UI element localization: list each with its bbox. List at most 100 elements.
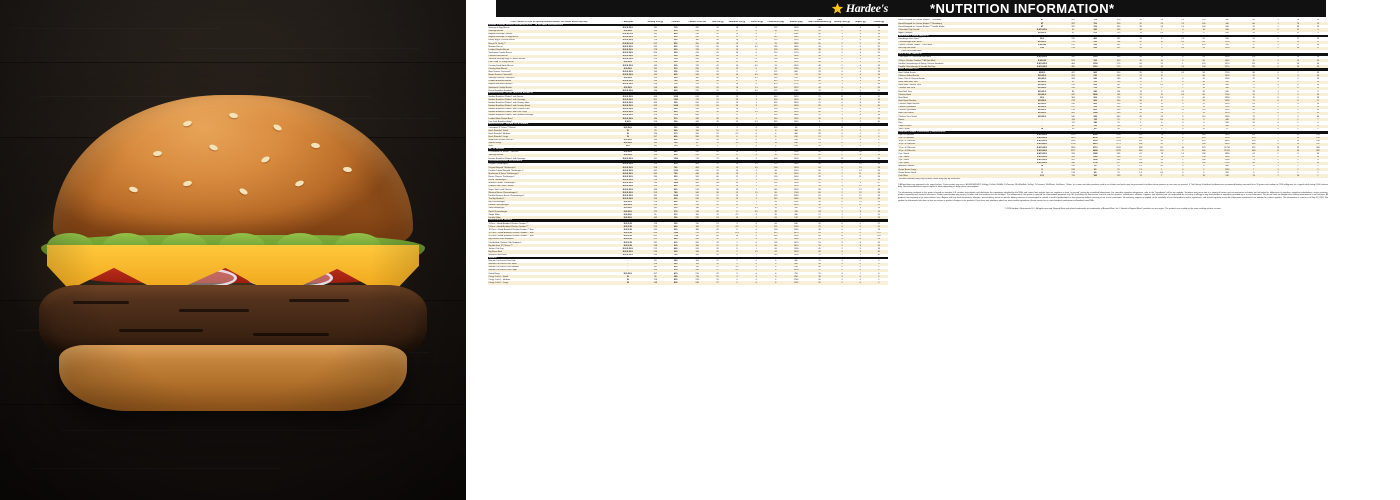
cell-fiber: 2 bbox=[832, 244, 852, 248]
cell-allergens: E,M,S,W bbox=[610, 231, 646, 235]
table-row: Natural-Cut French Fries Small -124 360 150… bbox=[488, 262, 888, 266]
cell-cal_fat: 390 bbox=[695, 254, 699, 257]
cell-total_fat: 23 bbox=[1130, 74, 1151, 78]
cell-calories: 480 bbox=[1093, 37, 1097, 40]
cell-sugars: 9 bbox=[1288, 99, 1308, 103]
cell-cal_fat: 3276 bbox=[1106, 149, 1131, 153]
cell-protein: 28 bbox=[1316, 96, 1320, 99]
cell-sugars: 2 bbox=[1297, 165, 1299, 168]
cell-sugars: 4 bbox=[1297, 77, 1299, 80]
table-row: Western Bacon Cheeseburger® E,M,S,W,G 253 7… bbox=[488, 191, 888, 195]
cell-sat_fat: 14 bbox=[1160, 115, 1163, 118]
cell-sodium: 2900 bbox=[793, 101, 799, 104]
cell-carbs: 41 bbox=[818, 139, 821, 142]
cell-cal_fat: 100 bbox=[695, 213, 699, 216]
cell-serving: 113 bbox=[1062, 174, 1085, 178]
cell-calories: 400 bbox=[674, 139, 678, 142]
cell-sodium: 1930 bbox=[785, 42, 807, 46]
cell-fiber: 5 bbox=[1268, 124, 1288, 128]
cell-serving: 474 bbox=[653, 114, 658, 117]
cell-carbs: 39 bbox=[818, 132, 821, 135]
cell-name: Western Bacon Cheeseburger® bbox=[488, 191, 611, 195]
cell-cal_fat: 20 bbox=[696, 145, 699, 148]
cell-cal_fat: 310 bbox=[1116, 109, 1121, 112]
section-header: BREAKFAST SWEETS & SIDES bbox=[488, 123, 888, 127]
cell-cal_fat: 240 bbox=[685, 73, 709, 77]
table-row: 2 pc. Snack E,M,S,W,G 334 1080 549 61 19 1.5 190… bbox=[898, 152, 1328, 155]
cell-carbs: 45 bbox=[818, 182, 821, 185]
cell-chol: 120 bbox=[1202, 109, 1206, 112]
cell-sat_fat: 13 bbox=[726, 54, 748, 58]
cell-total_fat: 41 bbox=[708, 48, 727, 52]
table-row: 2-piece Chicken Tender™ Kid's Meal *** E,… bbox=[898, 44, 1328, 47]
brand-name: Hardee's bbox=[845, 1, 889, 15]
cell-allergens: E,M,S,W,G bbox=[622, 58, 633, 61]
cell-chol: 240 bbox=[765, 117, 786, 121]
cell-chol: 20 bbox=[765, 42, 786, 46]
cell-allergens: M,S,W,G bbox=[1022, 74, 1063, 78]
cell-sat_fat: 19 bbox=[1160, 109, 1163, 112]
cell-serving: 133 bbox=[1071, 171, 1075, 174]
table-right: Hand-Scooped Ice Cream Shakes™ Chocolate… bbox=[898, 19, 1328, 181]
cell-cal_fat: 110 bbox=[695, 222, 699, 225]
cell-chol: 105 bbox=[1202, 19, 1206, 22]
cell-cal_fat: 703 bbox=[1116, 159, 1121, 162]
cell-fiber: 2 bbox=[841, 182, 843, 185]
cell-name: Cheeseburger Kid's Meal *** bbox=[898, 40, 1023, 44]
table-row: Grits M,S 142 110 20 2 1 0 5 410 20 1 0 2 bbox=[488, 145, 888, 148]
table-row: Chips & Salsa -95 310 150 17 3.5 0 0 560 37 5 2 4 bbox=[898, 124, 1328, 128]
cell-cal_fat: 2763 bbox=[1116, 140, 1121, 143]
cell-sugars: 19 bbox=[851, 191, 870, 195]
table-row: 3 pc. Snack E,M,S,W,G 447 1400 703 81 24 2 266 21… bbox=[898, 159, 1328, 162]
cell-sugars: 6 bbox=[859, 108, 861, 111]
cell-sodium: 1850 bbox=[793, 58, 799, 61]
cell-fiber: 2 bbox=[832, 60, 852, 65]
cell-cal_fat: 210 bbox=[695, 70, 699, 73]
cell-carbs: 38 bbox=[806, 275, 833, 279]
cell-serving: 440 bbox=[653, 101, 658, 104]
cell-chol: 65 bbox=[765, 250, 786, 254]
cell-cal_fat: 190 bbox=[685, 244, 709, 248]
cell-calories: 800 bbox=[1093, 71, 1097, 74]
cell-chol: 330 bbox=[1192, 161, 1215, 165]
cell-sodium: 2930 bbox=[1224, 56, 1230, 59]
cell-trans_fat: 0 bbox=[747, 48, 766, 52]
cell-fiber: 3 bbox=[832, 35, 852, 39]
cell-carbs: 1 bbox=[1253, 128, 1255, 131]
cell-protein: 18 bbox=[877, 33, 880, 36]
cell-fiber: 4 bbox=[832, 275, 852, 279]
cell-trans_fat: 1 bbox=[755, 169, 757, 172]
cell-carbs: 42 bbox=[818, 51, 821, 54]
cell-cal_fat: 310 bbox=[685, 35, 709, 39]
cell-serving: 107 bbox=[653, 272, 658, 275]
cell-chol: 90 bbox=[1192, 93, 1215, 97]
table-row: 3 Piece Chicken Tenders™ All Star Meal E,… bbox=[898, 59, 1328, 63]
cell-fiber: 5 bbox=[1277, 62, 1279, 65]
cell-carbs: 404 bbox=[1239, 143, 1269, 147]
cell-trans_fat: 0 bbox=[1172, 105, 1193, 109]
cell-chol: 0 bbox=[775, 272, 777, 275]
cell-sugars: 7 bbox=[859, 272, 861, 275]
cell-sat_fat: 27 bbox=[735, 114, 739, 117]
cell-protein: 2 bbox=[1317, 165, 1319, 168]
cell-name: Green Beans Large bbox=[898, 168, 1023, 172]
cell-total_fat: 63 bbox=[716, 45, 719, 48]
cell-sat_fat: 10 bbox=[1150, 40, 1173, 44]
cell-total_fat: 32 bbox=[708, 67, 727, 71]
cell-calories: 360 bbox=[665, 262, 686, 266]
table-row: Onion Rings M,S,W,G 107 470 210 25 5 0 0 750 55 3 7 6 bbox=[488, 272, 888, 275]
cell-trans_fat: 1 bbox=[755, 247, 757, 250]
cell-serving bbox=[1062, 178, 1084, 181]
cell-total_fat: 25 bbox=[716, 278, 719, 281]
cell-name: Mashed Potatoes bbox=[898, 165, 915, 168]
cell-sodium: 480 bbox=[1225, 165, 1229, 168]
cell-name: Hardee Breakfast Platter® with Country S… bbox=[488, 104, 611, 108]
cell-allergens: - bbox=[1022, 118, 1063, 122]
cell-chol: 30 bbox=[1202, 90, 1205, 93]
cell-allergens: M,S,W,G bbox=[623, 272, 632, 275]
cell-calories: 510 bbox=[665, 117, 686, 121]
cell-name: 10 pc. & 8 Biscuits bbox=[898, 143, 1023, 147]
cell-sugars: 5 bbox=[851, 110, 870, 114]
cell-serving: 352 bbox=[1062, 74, 1085, 78]
cell-carbs: 17 bbox=[1252, 165, 1255, 168]
